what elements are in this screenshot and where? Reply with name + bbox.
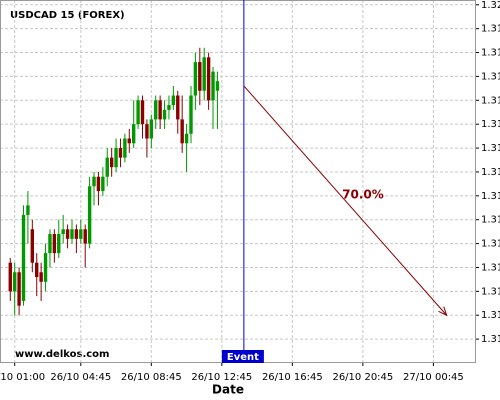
x-axis-title: Date — [212, 383, 244, 397]
y-tick-label: 1.3162 — [481, 191, 500, 202]
candle-body — [30, 229, 35, 263]
arrow-head — [438, 306, 448, 317]
event-box — [221, 350, 264, 363]
y-tick-label: 1.3187 — [481, 71, 500, 82]
candle-body — [26, 205, 30, 215]
plot-border — [0, 0, 476, 363]
y-tick-label: 1.3177 — [481, 119, 500, 130]
candle-body — [92, 176, 96, 187]
candle-body — [52, 234, 57, 254]
x-tick-label: 26/10 04:45 — [50, 372, 111, 383]
candle-body — [198, 62, 202, 91]
y-tick-label: 1.3192 — [481, 48, 500, 59]
candle-body — [101, 176, 105, 192]
candle-body — [158, 100, 162, 120]
y-tick-label: 1.3182 — [481, 95, 500, 106]
candle-body — [123, 138, 127, 158]
candle-body — [83, 229, 87, 244]
candle-body — [171, 95, 176, 106]
candle-body — [131, 124, 136, 144]
watermark: www.delkos.com — [15, 349, 109, 360]
y-tick-label: 1.3197 — [481, 24, 500, 35]
candle-body — [184, 133, 189, 144]
x-tick-label: 26/10 12:45 — [191, 372, 252, 383]
candle-body — [48, 234, 52, 254]
x-tick-label: 26/10 20:45 — [332, 372, 393, 383]
candle-body — [189, 95, 193, 134]
x-tick-label: 27/10 00:45 — [403, 372, 464, 383]
candle-body — [12, 272, 17, 292]
candle-body — [114, 148, 118, 168]
x-tick-label: 26/10 08:45 — [121, 372, 182, 383]
candle-body — [35, 262, 39, 278]
candle-body — [140, 100, 145, 125]
candle-body — [149, 119, 154, 139]
candle-body — [211, 71, 215, 101]
forecast-label: 70.0% — [342, 188, 384, 202]
candle-body — [193, 62, 198, 96]
candle-body — [154, 100, 158, 120]
candle-body — [105, 157, 109, 177]
candle-body — [109, 157, 114, 168]
y-tick-label: 1.3157 — [481, 215, 500, 226]
candle-body — [176, 95, 180, 120]
event-label: Event — [227, 352, 259, 363]
candle-body — [202, 57, 206, 91]
candle-body — [8, 262, 12, 292]
candle-body — [39, 272, 43, 282]
forecast-arrow — [243, 85, 447, 316]
y-tick-label: 1.3132 — [481, 334, 500, 345]
chart-title: USDCAD 15 (FOREX) — [10, 10, 125, 21]
candle-body — [167, 105, 171, 110]
x-tick-label: 26/10 16:45 — [262, 372, 323, 383]
candle-body — [87, 186, 92, 244]
candle-body — [136, 100, 140, 125]
candle-body — [70, 229, 74, 239]
y-tick-label: 1.3172 — [481, 143, 500, 154]
candle-body — [79, 229, 83, 239]
candle-body — [74, 229, 79, 239]
candle-body — [145, 124, 149, 139]
candle-body — [127, 138, 131, 144]
candle-body — [180, 119, 184, 144]
candle-body — [118, 148, 123, 158]
candle-body — [43, 253, 48, 282]
candle-body — [65, 229, 70, 239]
candle-body — [57, 234, 61, 254]
candle-body — [162, 109, 167, 120]
candle-body — [96, 176, 101, 192]
candle-body — [215, 81, 220, 91]
y-tick-label: 1.3167 — [481, 167, 500, 178]
y-tick-label: 1.3142 — [481, 286, 500, 297]
candle-body — [206, 57, 211, 101]
y-tick-label: 1.3152 — [481, 239, 500, 250]
candle-body — [61, 229, 65, 235]
y-tick-label: 1.3147 — [481, 262, 500, 273]
x-tick-label: 26/10 01:00 — [0, 372, 45, 383]
candle-body — [21, 214, 26, 301]
y-tick-label: 1.3202 — [481, 0, 500, 11]
candle-body — [17, 272, 21, 306]
y-tick-label: 1.3137 — [481, 310, 500, 321]
